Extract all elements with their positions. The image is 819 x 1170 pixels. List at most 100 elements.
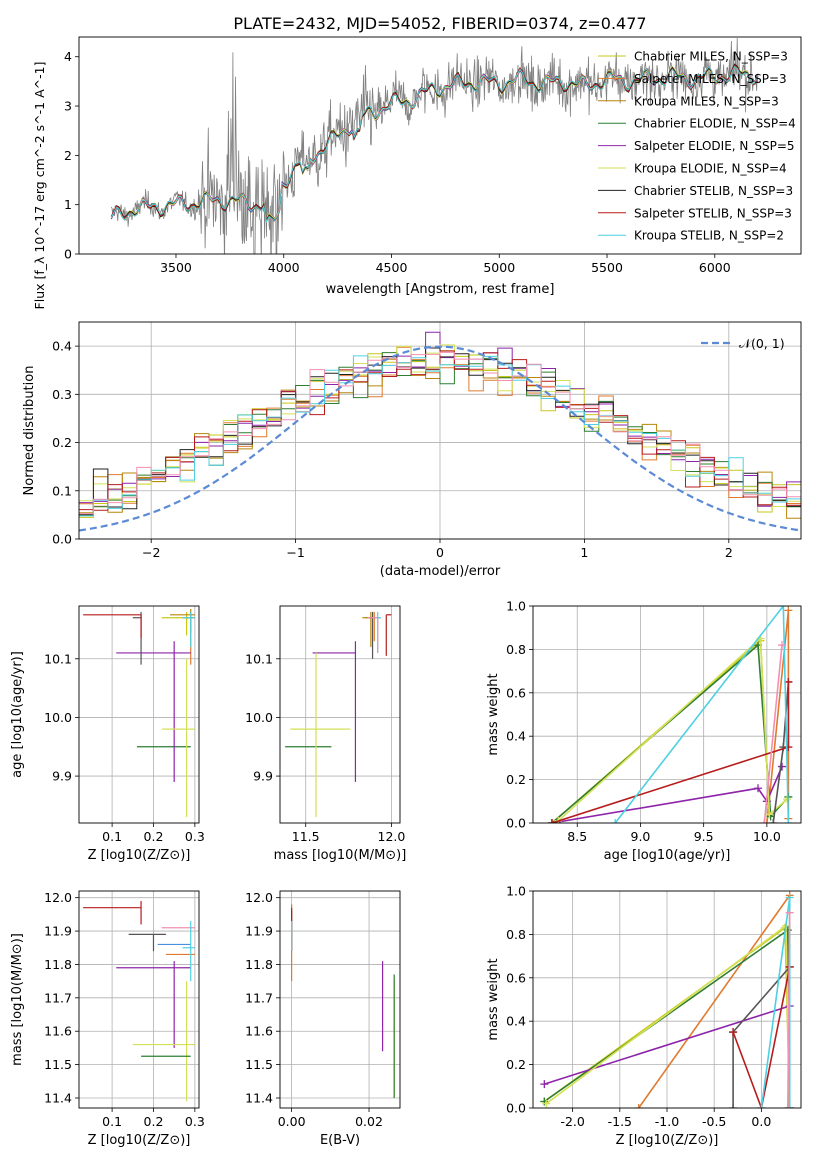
weight-line bbox=[614, 606, 790, 823]
spectrum-ytick-label: 4 bbox=[64, 49, 72, 64]
mass_vs_Z-xlabel: Z [log10(Z/Z⊙)] bbox=[88, 1133, 191, 1148]
histogram-series bbox=[79, 351, 801, 515]
weight_vs_Z-ytick-label: 1.0 bbox=[506, 884, 526, 899]
weight_vs_age-ytick-label: 0.8 bbox=[506, 642, 526, 657]
weight-marker bbox=[785, 893, 794, 902]
weight_vs_age-axes bbox=[529, 605, 801, 827]
spectrum-axes bbox=[75, 56, 716, 258]
mass_vs_Z-xtick-label: 0.2 bbox=[144, 1114, 164, 1129]
mass_vs_ebv-axes bbox=[276, 891, 400, 1112]
legend-entry: Kroupa STELIB, N_SSP=2 bbox=[634, 229, 784, 243]
weight-marker bbox=[785, 1104, 794, 1108]
residuals-ytick-label: 0.2 bbox=[52, 435, 72, 450]
weight_vs_age-xtick-label: 9.5 bbox=[694, 829, 714, 844]
weight-marker bbox=[542, 1099, 551, 1108]
residuals-ytick-label: 0.3 bbox=[52, 387, 72, 402]
weight_vs_Z-ytick-label: 0.8 bbox=[506, 927, 526, 942]
weight-marker bbox=[784, 743, 793, 752]
age_vs_mass-xtick-label: 11.5 bbox=[292, 829, 320, 844]
age_vs_Z-ytick-label: 10.0 bbox=[44, 710, 72, 725]
spectrum-ytick-label: 0 bbox=[64, 247, 72, 262]
age_vs_mass-ytick-label: 10.0 bbox=[245, 710, 273, 725]
weight_vs_Z-xtick-label: -1.0 bbox=[655, 1114, 679, 1129]
histogram-series bbox=[79, 355, 801, 517]
spectrum-ytick-label: 2 bbox=[64, 148, 72, 163]
age_vs_mass-xlabel: mass [log10(M/M⊙)] bbox=[274, 848, 407, 863]
weight-line bbox=[732, 966, 791, 1108]
weight_vs_Z-ytick-label: 0.2 bbox=[506, 1057, 526, 1072]
mass_vs_Z-ytick-label: 11.7 bbox=[44, 990, 72, 1005]
age_vs_Z-xlabel: Z [log10(Z/Z⊙)] bbox=[88, 848, 191, 863]
residuals-ytick-label: 0.0 bbox=[52, 532, 72, 547]
weight-marker bbox=[757, 1104, 766, 1108]
weight-marker bbox=[540, 1080, 549, 1089]
residuals-frame bbox=[78, 321, 802, 540]
mass_vs_ebv-ytick-label: 11.4 bbox=[245, 1090, 273, 1105]
weight_vs_Z-ytick-label: 0.6 bbox=[506, 970, 526, 985]
mass_vs_ebv-ytick-label: 11.7 bbox=[245, 990, 273, 1005]
age_vs_Z-axes bbox=[75, 606, 199, 827]
spectrum-xlabel: wavelength [Angstrom, rest frame] bbox=[326, 282, 555, 297]
age_vs_mass-frame bbox=[279, 605, 401, 824]
age_vs_Z-ytick-label: 10.1 bbox=[44, 651, 72, 666]
spectrum-xtick-label: 4000 bbox=[268, 260, 300, 275]
mass_vs_ebv-ytick-label: 11.9 bbox=[245, 924, 273, 939]
weight-marker bbox=[729, 1104, 738, 1108]
age_vs_Z-xtick-label: 0.2 bbox=[144, 829, 164, 844]
age_vs_Z-ylabel: age [log10(age/yr)] bbox=[10, 651, 25, 778]
spectrum-frame bbox=[78, 36, 802, 255]
legend-entry: Chabrier STELIB, N_SSP=3 bbox=[634, 184, 793, 198]
mass_vs_Z-xtick-label: 0.1 bbox=[102, 1114, 122, 1129]
weight-marker bbox=[729, 1028, 738, 1037]
weight_vs_age-xlabel: age [log10(age/yr)] bbox=[604, 848, 731, 863]
weight_vs_Z-ylabel: mass weight bbox=[486, 958, 501, 1040]
legend-entry: Salpeter ELODIE, N_SSP=5 bbox=[634, 139, 795, 153]
weight-line bbox=[763, 645, 783, 823]
mass_vs_ebv-frame bbox=[279, 890, 401, 1109]
weight_vs_age-ytick-label: 0.6 bbox=[506, 685, 526, 700]
spectrum-data-line bbox=[110, 37, 759, 254]
weight_vs_age-ytick-label: 0.4 bbox=[506, 729, 526, 744]
spectrum-model-line bbox=[110, 65, 759, 224]
mass_vs_Z-xtick-label: 0.3 bbox=[185, 1114, 205, 1129]
weight-line bbox=[787, 912, 791, 1108]
weight-marker bbox=[784, 606, 793, 615]
legend-entry: Kroupa MILES, N_SSP=3 bbox=[634, 94, 779, 108]
weight_vs_age-xtick-label: 9.0 bbox=[631, 829, 651, 844]
weight_vs_age-ylabel: mass weight bbox=[486, 673, 501, 755]
legend-entry: Salpeter MILES, N_SSP=3 bbox=[634, 72, 787, 86]
weight_vs_age-xtick-label: 10.0 bbox=[753, 829, 781, 844]
mass_vs_Z-ytick-label: 11.4 bbox=[44, 1090, 72, 1105]
residuals-xtick-label: −2 bbox=[142, 545, 160, 560]
weight_vs_Z-xtick-label: -1.5 bbox=[608, 1114, 632, 1129]
weight-marker bbox=[779, 606, 788, 610]
figure-title: PLATE=2432, MJD=54052, FIBERID=0374, z=0… bbox=[233, 14, 646, 33]
mass_vs_Z-ytick-label: 12.0 bbox=[44, 890, 72, 905]
weight_vs_Z-xtick-label: -2.0 bbox=[560, 1114, 584, 1129]
weight-line bbox=[557, 636, 788, 822]
age_vs_mass-axes bbox=[276, 606, 400, 827]
weight-marker bbox=[762, 819, 771, 823]
residuals-ytick-label: 0.4 bbox=[52, 339, 72, 354]
mass_vs_ebv-xtick-label: 0.00 bbox=[278, 1114, 306, 1129]
mass_vs_Z-ytick-label: 11.8 bbox=[44, 957, 72, 972]
weight-marker bbox=[785, 908, 794, 917]
mass_vs_Z-frame bbox=[78, 890, 200, 1109]
mass_vs_ebv-xtick-label: 0.02 bbox=[355, 1114, 383, 1129]
residuals-xtick-label: 0 bbox=[436, 545, 444, 560]
residuals-ytick-label: 0.1 bbox=[52, 483, 72, 498]
weight-marker bbox=[547, 819, 556, 823]
age_vs_Z-ytick-label: 9.9 bbox=[52, 769, 72, 784]
residuals-axes bbox=[75, 322, 801, 543]
plot-layers: 3500 4000 4500 5000 5500 6000 0 1 2 3 4 wavelength … bbox=[10, 36, 802, 1148]
weight_vs_Z-ytick-label: 0.4 bbox=[506, 1014, 526, 1029]
residuals-xtick-label: 2 bbox=[725, 545, 733, 560]
normal-reference-curve bbox=[79, 345, 801, 532]
mass_vs_ebv-ytick-label: 11.6 bbox=[245, 1024, 273, 1039]
weight-marker bbox=[778, 641, 787, 650]
legend-entry: Kroupa ELODIE, N_SSP=4 bbox=[634, 162, 787, 176]
weight_vs_age-frame bbox=[532, 605, 802, 824]
weight-line bbox=[551, 643, 789, 823]
age_vs_Z-xtick-label: 0.3 bbox=[185, 829, 205, 844]
